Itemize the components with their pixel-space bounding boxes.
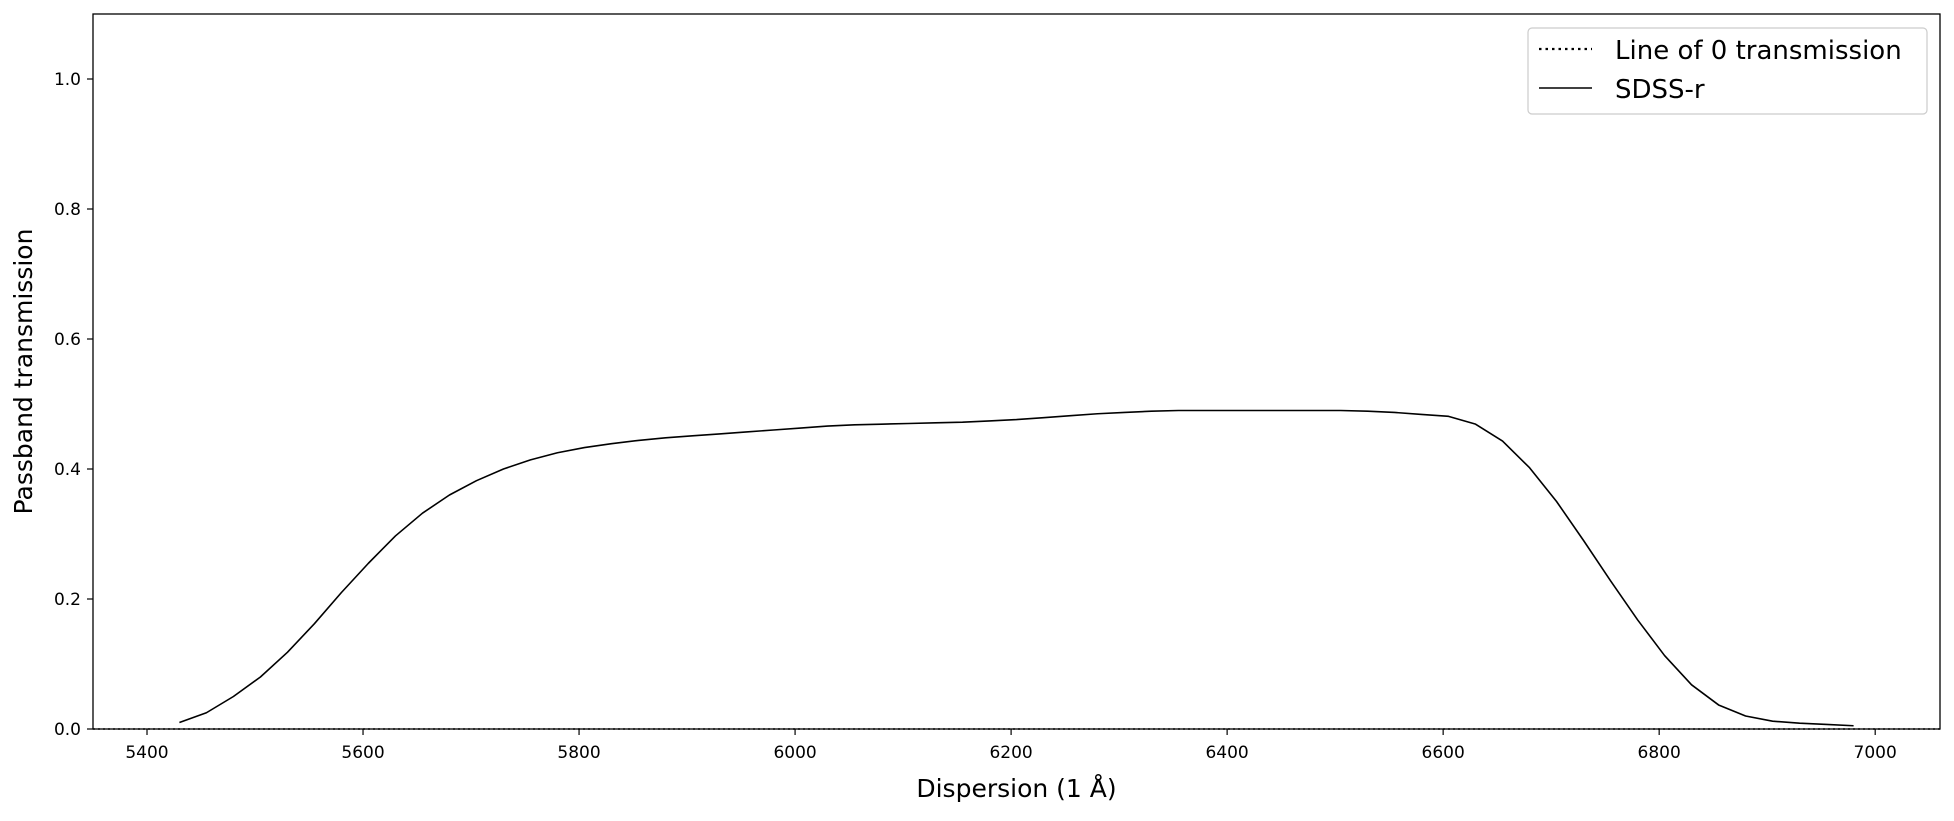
x-tick-label: 6400 xyxy=(1205,743,1248,763)
plot-area xyxy=(92,13,1941,730)
legend-label-sdss-r: SDSS-r xyxy=(1615,75,1705,105)
x-tick-label: 6200 xyxy=(989,743,1032,763)
x-tick-label: 6800 xyxy=(1638,743,1681,763)
x-tick-label: 7000 xyxy=(1854,743,1897,763)
x-tick-label: 5600 xyxy=(341,743,384,763)
y-axis-ticks: 0.0 0.2 0.4 0.6 0.8 1.0 xyxy=(54,70,93,740)
y-axis-label: Passband transmission xyxy=(9,229,38,515)
y-tick-label: 0.4 xyxy=(54,460,81,480)
legend-box xyxy=(1527,27,1928,115)
plot-frame xyxy=(92,13,1941,730)
legend-label-zero-line: Line of 0 transmission xyxy=(1615,36,1902,66)
legend: Line of 0 transmission SDSS-r xyxy=(1527,27,1928,115)
x-axis-ticks: 5400 5600 5800 6000 6200 6400 6600 6800 7000 xyxy=(125,729,1897,763)
y-tick-label: 0.2 xyxy=(54,590,81,610)
y-tick-label: 0.8 xyxy=(54,200,81,220)
y-tick-label: 0.6 xyxy=(54,330,81,350)
x-tick-label: 5800 xyxy=(557,743,600,763)
x-tick-label: 6000 xyxy=(773,743,816,763)
x-tick-label: 6600 xyxy=(1422,743,1465,763)
y-tick-label: 0.0 xyxy=(54,720,81,740)
x-tick-label: 5400 xyxy=(125,743,168,763)
series-sdss-r-line xyxy=(179,409,1854,727)
x-axis-label: Dispersion (1 Å) xyxy=(916,774,1116,803)
y-tick-label: 1.0 xyxy=(54,70,81,90)
